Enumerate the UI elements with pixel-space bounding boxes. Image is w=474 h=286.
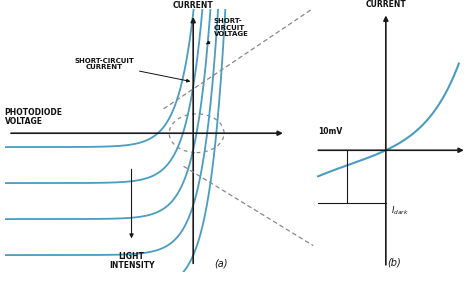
Text: SHORT-CIRCUIT
CURRENT: SHORT-CIRCUIT CURRENT: [74, 58, 190, 82]
Text: PHOTODIODE
VOLTAGE: PHOTODIODE VOLTAGE: [5, 108, 63, 126]
Text: 10mV: 10mV: [318, 127, 342, 136]
Text: DARK
CURRENT: DARK CURRENT: [365, 0, 406, 9]
Text: LIGHT
INTENSITY: LIGHT INTENSITY: [109, 252, 154, 270]
Text: (a): (a): [214, 259, 228, 269]
Text: PHOTODIODE
CURRENT: PHOTODIODE CURRENT: [164, 0, 222, 10]
Text: $\mathit{I}_{dark}$: $\mathit{I}_{dark}$: [391, 205, 409, 217]
Text: SHORT-
CIRCUIT
VOLTAGE: SHORT- CIRCUIT VOLTAGE: [207, 19, 249, 44]
Text: (b): (b): [387, 258, 401, 268]
